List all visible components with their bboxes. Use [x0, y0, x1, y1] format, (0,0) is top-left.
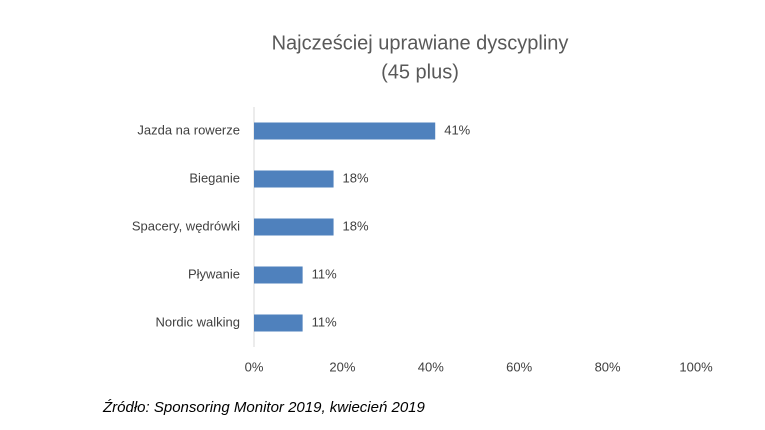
x-tick-label: 80%: [595, 359, 621, 374]
value-label: 18%: [343, 218, 369, 233]
bar: [254, 122, 436, 140]
bar: [254, 170, 334, 188]
x-tick-label: 40%: [418, 359, 444, 374]
y-tick-label: Jazda na rowerze: [137, 122, 240, 137]
x-tick-label: 100%: [679, 359, 713, 374]
bar: [254, 266, 303, 284]
bar: [254, 314, 303, 332]
chart-title: Najcześciej uprawiane dyscypliny: [272, 32, 569, 54]
y-tick-label: Bieganie: [189, 170, 240, 185]
value-label: 18%: [343, 170, 369, 185]
value-label: 11%: [312, 314, 337, 329]
bar: [254, 218, 334, 236]
x-tick-label: 20%: [329, 359, 355, 374]
y-tick-label: Nordic walking: [155, 314, 240, 329]
x-tick-label: 60%: [506, 359, 532, 374]
x-tick-label: 0%: [245, 359, 264, 374]
source-note: Źródło: Sponsoring Monitor 2019, kwiecie…: [102, 399, 426, 416]
y-tick-label: Pływanie: [188, 266, 240, 281]
value-label: 41%: [444, 122, 470, 137]
y-tick-label: Spacery, wędrówki: [132, 218, 240, 233]
value-label: 11%: [312, 266, 337, 281]
chart-subtitle: (45 plus): [381, 61, 459, 83]
